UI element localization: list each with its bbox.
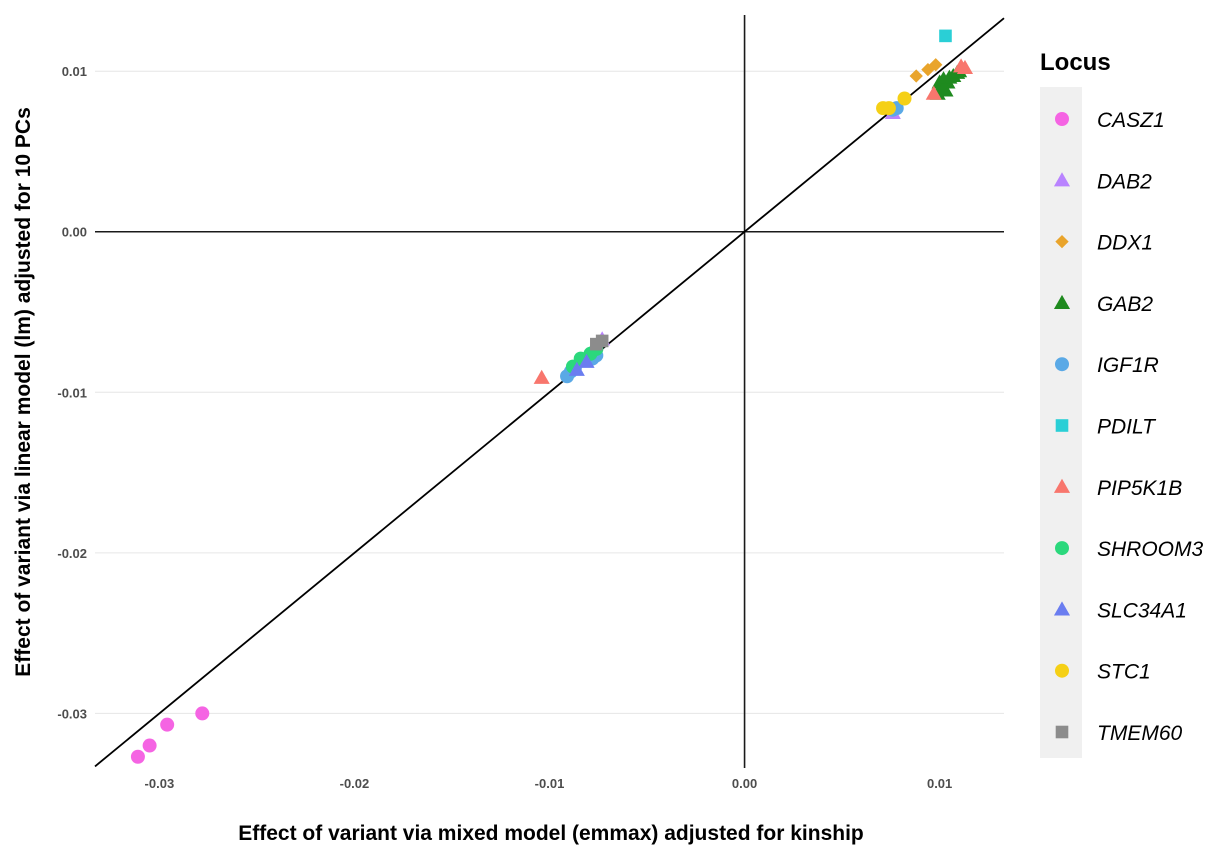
legend-key-gab2 — [1053, 294, 1071, 309]
reference-lines — [94, 15, 1005, 768]
legend-item-tmem60: TMEM60 — [1055, 722, 1183, 745]
legend-label: PIP5K1B — [1097, 477, 1182, 500]
point-ddx1 — [929, 58, 943, 72]
legend-item-casz1: CASZ1 — [1055, 109, 1165, 132]
legend-label: CASZ1 — [1097, 109, 1165, 132]
y-tick-label: -0.02 — [57, 546, 87, 561]
y-axis-title: Effect of variant via linear model (lm) … — [12, 107, 35, 676]
legend-key-tmem60 — [1055, 725, 1069, 739]
point-stc1 — [881, 101, 896, 116]
legend-item-pip5k1b: PIP5K1B — [1053, 477, 1182, 500]
legend-item-ddx1: DDX1 — [1055, 232, 1153, 255]
legend-item-stc1: STC1 — [1055, 661, 1151, 684]
legend-label: PDILT — [1097, 416, 1157, 439]
legend-item-pdilt: PDILT — [1055, 416, 1157, 439]
y-tick-label: -0.03 — [57, 706, 87, 721]
legend-key-ddx1 — [1055, 234, 1069, 249]
point-pdilt — [939, 29, 952, 43]
point-pip5k1b — [925, 85, 942, 100]
point-pip5k1b — [533, 369, 550, 384]
legend-key-pip5k1b — [1053, 478, 1071, 493]
legend-label: STC1 — [1097, 661, 1151, 684]
legend-label: SLC34A1 — [1097, 599, 1187, 622]
legend-title: Locus — [1040, 49, 1111, 76]
legend-item-igf1r: IGF1R — [1055, 354, 1159, 377]
x-tick-label: 0.00 — [732, 776, 757, 791]
point-slc34a1 — [578, 353, 595, 368]
x-axis-title: Effect of variant via mixed model (emmax… — [238, 822, 864, 845]
legend-item-gab2: GAB2 — [1053, 293, 1153, 316]
y-tick-label: -0.01 — [57, 385, 87, 400]
point-stc1 — [897, 91, 912, 106]
tick-labels: -0.03 -0.02 -0.01 0.00 0.01 -0.03 -0.02 -0.01 0.… — [57, 64, 952, 791]
legend-key-igf1r — [1055, 357, 1069, 372]
legend-label: DAB2 — [1097, 170, 1152, 193]
x-tick-label: 0.01 — [927, 776, 952, 791]
x-tick-label: -0.01 — [535, 776, 565, 791]
point-casz1 — [195, 706, 210, 721]
legend-key-shroom3 — [1055, 541, 1069, 556]
point-casz1 — [130, 749, 145, 764]
point-ddx1 — [909, 69, 923, 83]
legend-label: GAB2 — [1097, 293, 1153, 316]
legend-item-dab2: DAB2 — [1053, 170, 1152, 193]
point-slc34a1 — [568, 361, 585, 376]
x-tick-label: -0.03 — [145, 776, 175, 791]
legend-key-stc1 — [1055, 663, 1069, 678]
legend-key-slc34a1 — [1053, 601, 1071, 616]
legend-key-pdilt — [1055, 419, 1069, 432]
identity-line — [94, 17, 1005, 768]
legend-item-slc34a1: SLC34A1 — [1053, 599, 1187, 622]
point-pip5k1b — [956, 59, 974, 75]
legend-key-casz1 — [1055, 112, 1069, 126]
legend-label: IGF1R — [1097, 354, 1159, 377]
legend-key-dab2 — [1053, 172, 1071, 187]
point-gab2 — [937, 82, 954, 97]
y-tick-label: 0.01 — [62, 64, 87, 79]
point-casz1 — [142, 738, 157, 753]
legend-label: SHROOM3 — [1097, 538, 1204, 561]
y-tick-label: 0.00 — [62, 225, 87, 240]
legend-item-shroom3: SHROOM3 — [1055, 538, 1204, 561]
x-tick-label: -0.02 — [340, 776, 370, 791]
legend: Locus CASZ1 DAB2 DDX1 GAB2 IGF1R PDILT PIP5K1B… — [1040, 49, 1204, 758]
legend-label: DDX1 — [1097, 232, 1153, 255]
data-points — [130, 29, 974, 764]
point-tmem60 — [595, 334, 609, 348]
legend-label: TMEM60 — [1097, 722, 1183, 745]
point-casz1 — [160, 717, 175, 732]
